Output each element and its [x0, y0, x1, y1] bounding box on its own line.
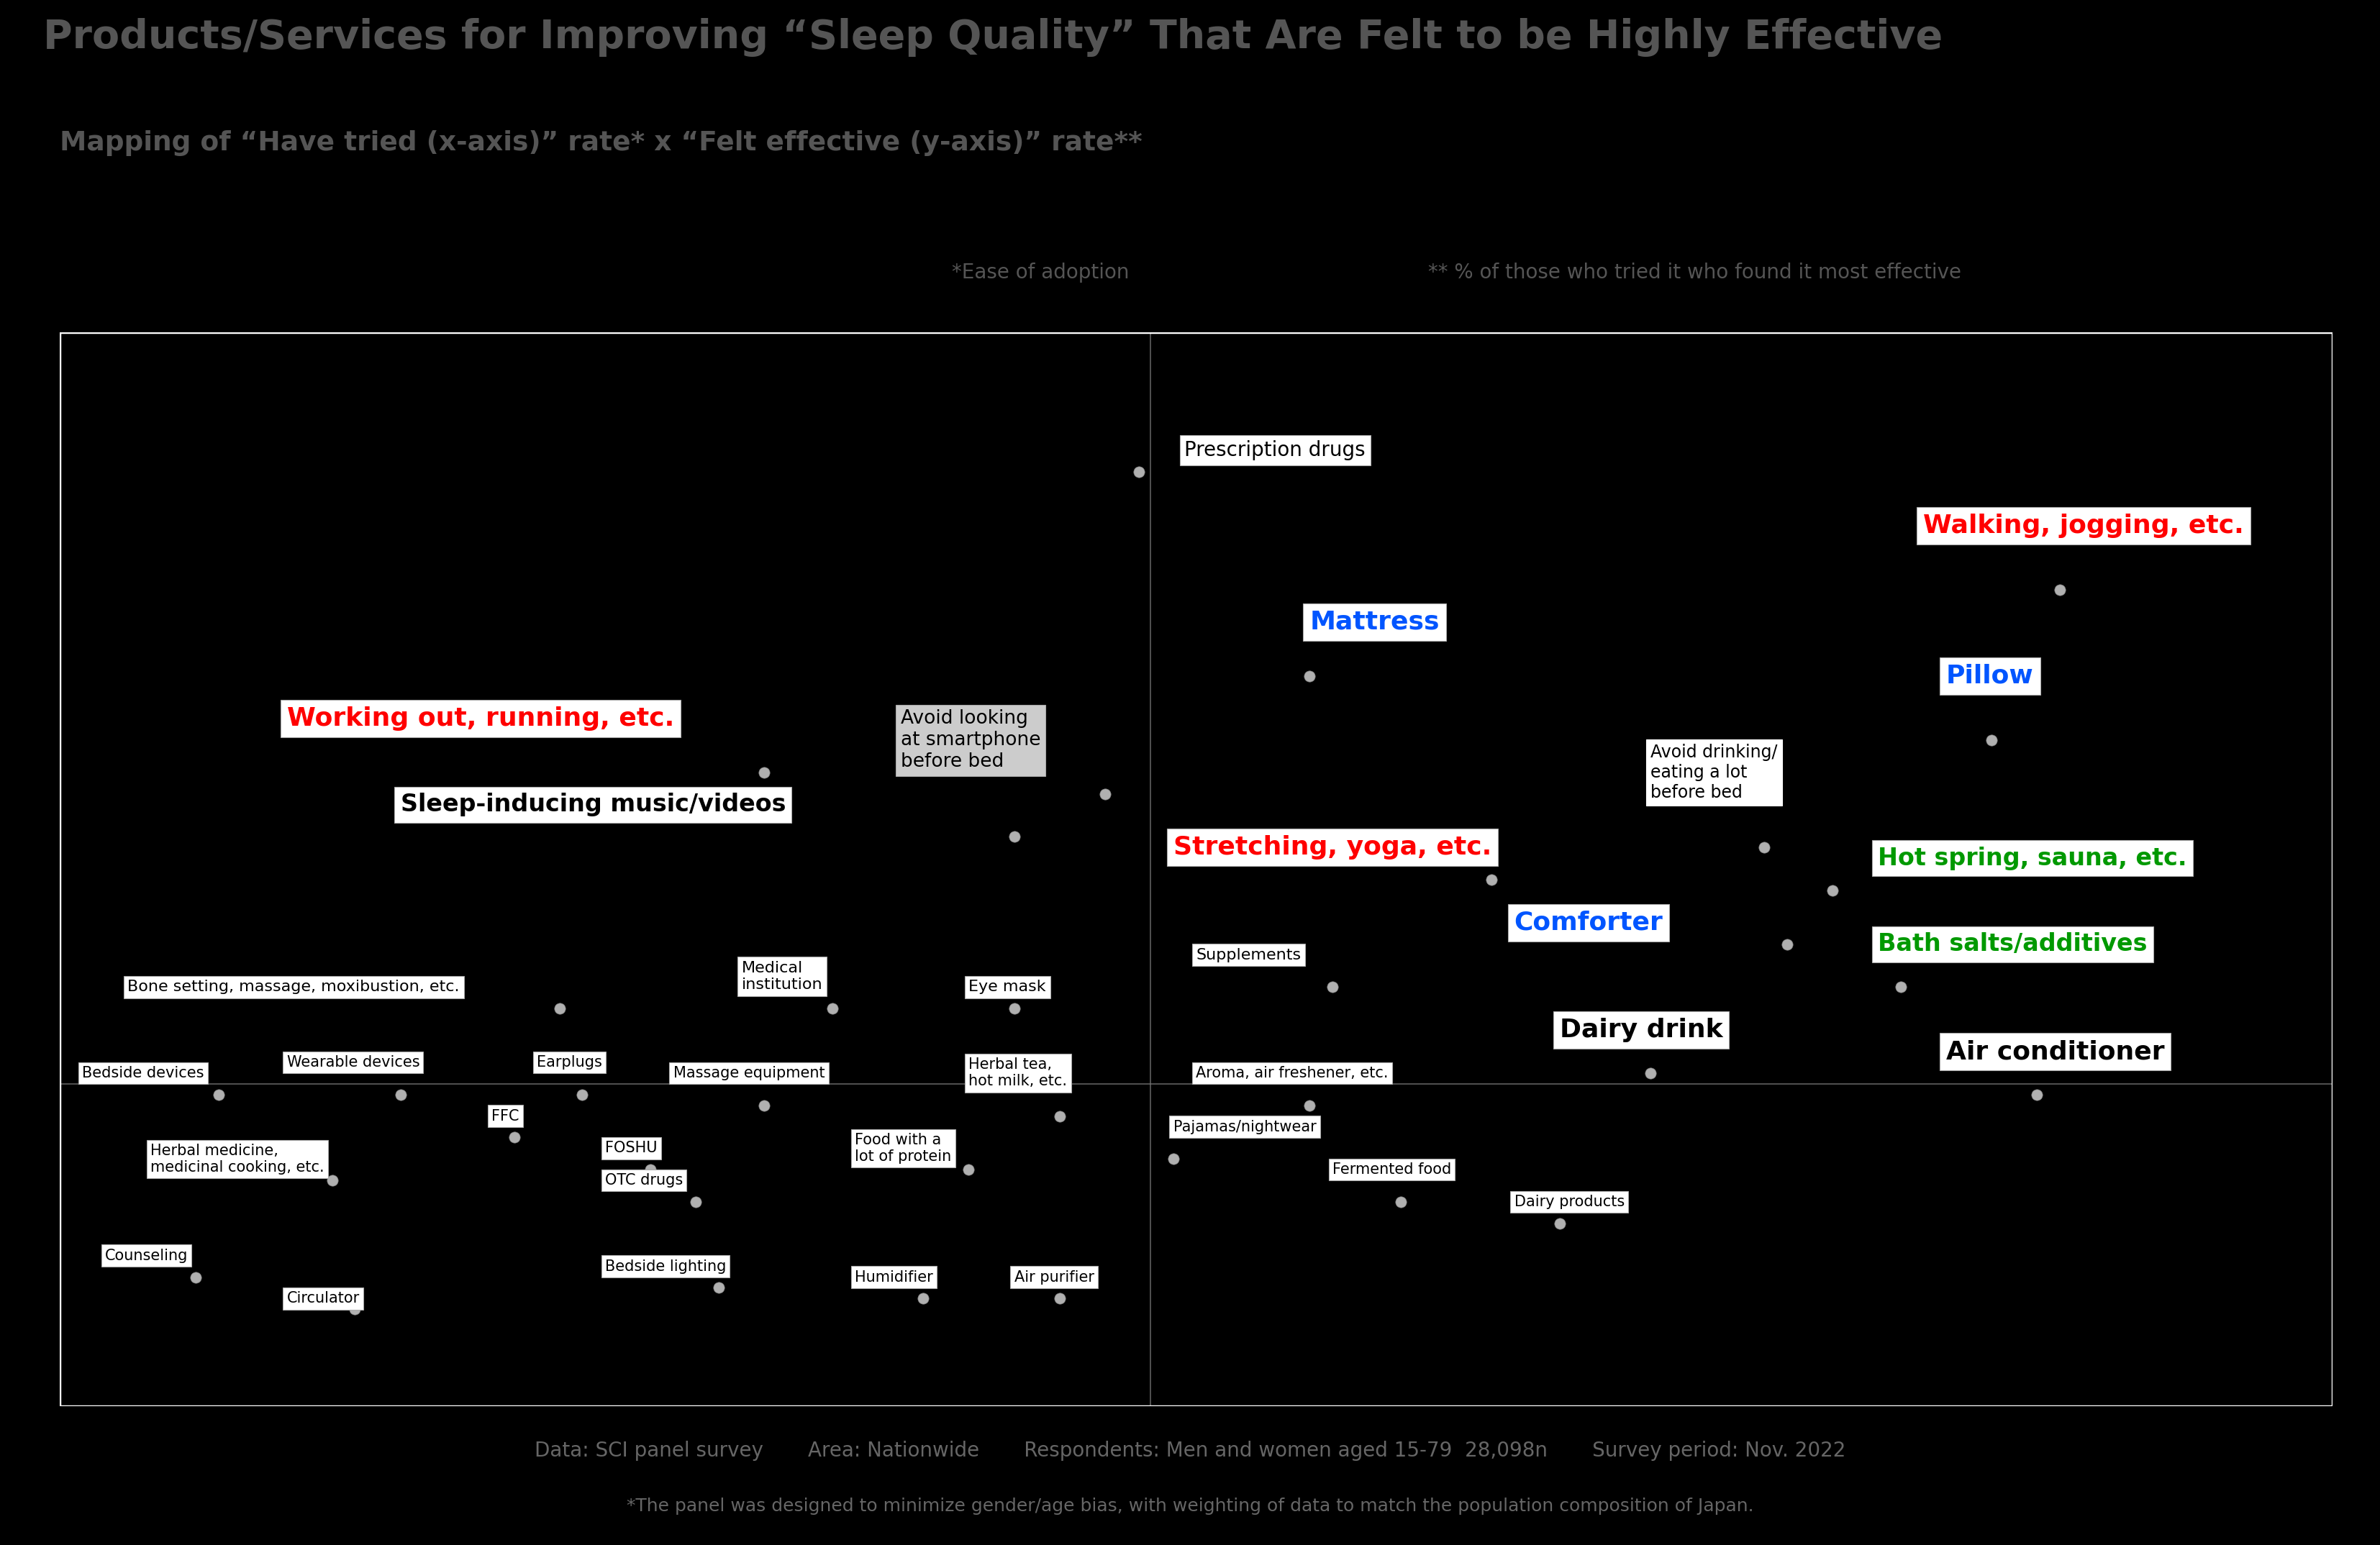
Text: Eye mask: Eye mask — [969, 980, 1047, 995]
Text: Stretching, yoga, etc.: Stretching, yoga, etc. — [1173, 836, 1492, 861]
Text: Circulator: Circulator — [288, 1292, 359, 1306]
Text: Supplements: Supplements — [1197, 947, 1302, 963]
Text: Bath salts/additives: Bath salts/additives — [1878, 932, 2147, 956]
Text: Mattress: Mattress — [1309, 610, 1440, 635]
Text: Wearable devices: Wearable devices — [288, 1055, 419, 1069]
Text: *Ease of adoption: *Ease of adoption — [952, 263, 1130, 283]
Text: Herbal tea,
hot milk, etc.: Herbal tea, hot milk, etc. — [969, 1057, 1066, 1089]
Text: FOSHU: FOSHU — [605, 1142, 657, 1156]
Text: Food with a
lot of protein: Food with a lot of protein — [854, 1132, 952, 1163]
Text: Working out, running, etc.: Working out, running, etc. — [288, 706, 674, 731]
Text: Dairy drink: Dairy drink — [1559, 1018, 1723, 1043]
Text: Comforter: Comforter — [1514, 910, 1664, 935]
Text: Medical
institution: Medical institution — [743, 961, 823, 992]
Text: Data: SCI panel survey       Area: Nationwide       Respondents: Men and women a: Data: SCI panel survey Area: Nationwide … — [536, 1440, 1844, 1462]
Text: Counseling: Counseling — [105, 1248, 188, 1262]
Text: Dairy products: Dairy products — [1514, 1194, 1626, 1210]
Text: FFC: FFC — [490, 1109, 519, 1123]
Text: OTC drugs: OTC drugs — [605, 1173, 683, 1188]
Text: Sleep-inducing music/videos: Sleep-inducing music/videos — [400, 793, 785, 816]
Text: Mapping of “Have tried (x-axis)” rate* x “Felt effective (y-axis)” rate**: Mapping of “Have tried (x-axis)” rate* x… — [60, 130, 1142, 156]
Text: Air conditioner: Air conditioner — [1947, 1040, 2163, 1065]
Text: Hot spring, sauna, etc.: Hot spring, sauna, etc. — [1878, 847, 2187, 870]
Text: Walking, jogging, etc.: Walking, jogging, etc. — [1923, 513, 2244, 538]
Text: Fermented food: Fermented food — [1333, 1162, 1452, 1177]
Text: Earplugs: Earplugs — [538, 1055, 602, 1069]
Text: ** % of those who tried it who found it most effective: ** % of those who tried it who found it … — [1428, 263, 1961, 283]
Text: Massage equipment: Massage equipment — [674, 1066, 826, 1080]
Text: Pillow: Pillow — [1947, 663, 2033, 688]
Text: Herbal medicine,
medicinal cooking, etc.: Herbal medicine, medicinal cooking, etc. — [150, 1143, 324, 1174]
Text: *The panel was designed to minimize gender/age bias, with weighting of data to m: *The panel was designed to minimize gend… — [626, 1497, 1754, 1516]
Text: Bedside devices: Bedside devices — [83, 1066, 205, 1080]
Text: Bone setting, massage, moxibustion, etc.: Bone setting, massage, moxibustion, etc. — [129, 980, 459, 995]
Text: Humidifier: Humidifier — [854, 1270, 933, 1284]
Text: Prescription drugs: Prescription drugs — [1185, 440, 1366, 460]
Text: Bedside lighting: Bedside lighting — [605, 1259, 726, 1273]
Text: Avoid drinking/
eating a lot
before bed: Avoid drinking/ eating a lot before bed — [1652, 743, 1778, 800]
Text: Avoid looking
at smartphone
before bed: Avoid looking at smartphone before bed — [900, 709, 1040, 771]
Text: Products/Services for Improving “Sleep Quality” That Are Felt to be Highly Effec: Products/Services for Improving “Sleep Q… — [43, 19, 1942, 57]
Text: Pajamas/nightwear: Pajamas/nightwear — [1173, 1120, 1316, 1134]
Text: Aroma, air freshener, etc.: Aroma, air freshener, etc. — [1197, 1066, 1388, 1080]
Text: Air purifier: Air purifier — [1014, 1270, 1095, 1284]
